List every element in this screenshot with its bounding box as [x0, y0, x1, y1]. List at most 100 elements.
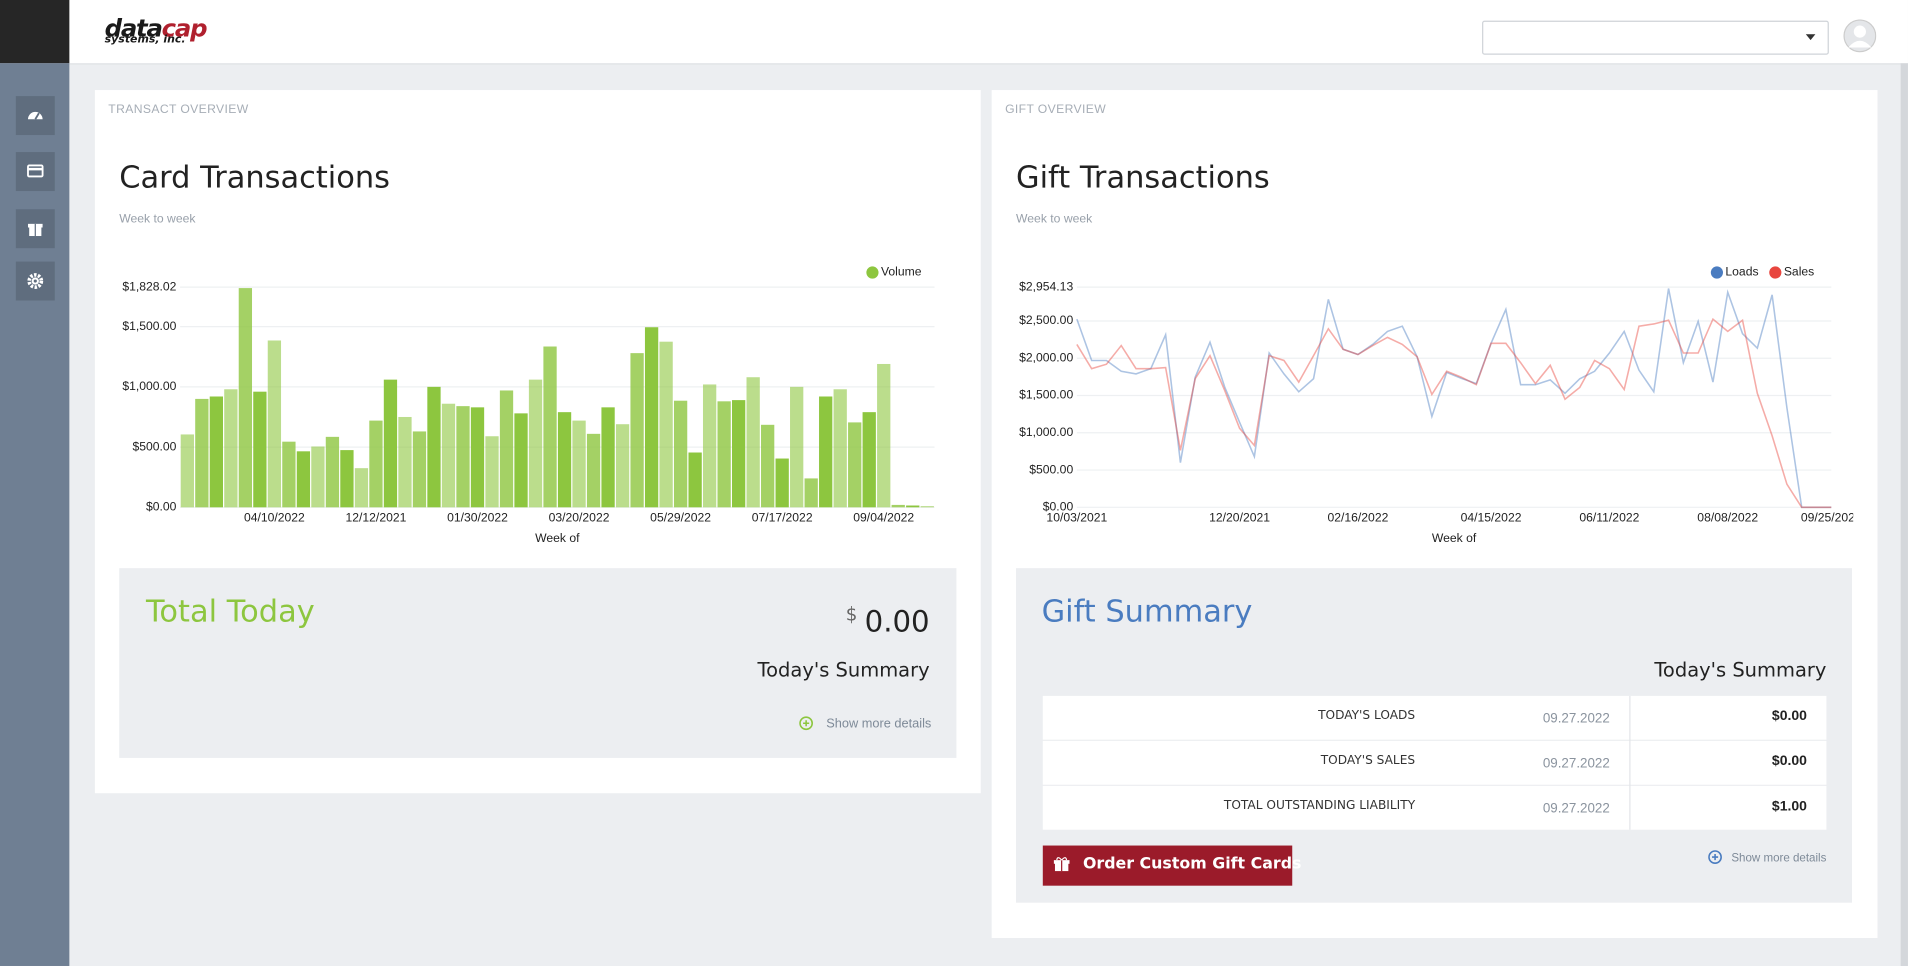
x-tick-label: 12/12/2021 — [346, 510, 407, 524]
bar — [572, 420, 586, 508]
bar — [412, 431, 427, 508]
summary-row: TODAY'S LOADS 09.27.2022 $0.00 — [1042, 695, 1827, 740]
show-more-link[interactable]: Show more details — [826, 716, 932, 732]
line — [1076, 317, 1832, 509]
summary-row: TODAY'S SALES 09.27.2022 $0.00 — [1042, 740, 1827, 785]
summary-row: TOTAL OUTSTANDING LIABILITY 09.27.2022 $1.… — [1042, 785, 1827, 830]
bar — [514, 413, 528, 508]
y-tick-label: $1,500.00 — [1019, 388, 1073, 402]
legend-dot — [1769, 266, 1782, 279]
summary-subtitle: Today's Summary — [757, 658, 930, 682]
bar — [586, 433, 601, 508]
bar — [238, 288, 253, 508]
bar — [441, 403, 456, 508]
x-axis-title: Week of — [535, 531, 580, 545]
row-value: $1.00 — [1771, 799, 1807, 814]
y-tick-label: $0.00 — [146, 500, 177, 514]
bar — [311, 446, 325, 508]
bar — [354, 468, 369, 508]
y-tick-label: $500.00 — [132, 439, 176, 453]
summary-subtitle: Today's Summary — [1654, 658, 1827, 682]
bar — [644, 327, 659, 508]
logo[interactable]: datacap — [105, 13, 208, 43]
summary-title: Gift Summary — [1041, 593, 1253, 629]
show-more-link[interactable]: Show more details — [1731, 851, 1827, 866]
bar — [775, 458, 789, 508]
x-tick-label: 04/10/2022 — [244, 510, 305, 524]
bar — [848, 422, 862, 508]
bar — [398, 416, 412, 508]
account-dropdown[interactable] — [1482, 20, 1829, 55]
bar — [790, 386, 804, 508]
x-tick-label: 06/11/2022 — [1579, 510, 1639, 524]
bar — [746, 377, 760, 508]
bar — [731, 400, 746, 508]
bar — [209, 396, 224, 508]
logo-accent: cap — [161, 13, 208, 43]
bar — [877, 363, 891, 508]
nav-dashboard[interactable] — [15, 96, 55, 136]
bar — [267, 340, 282, 508]
bar — [224, 389, 238, 508]
y-tick-label: $2,000.00 — [1019, 350, 1073, 364]
bar — [702, 384, 717, 508]
bar — [891, 504, 905, 508]
icon — [27, 223, 43, 237]
bar — [804, 478, 818, 508]
x-tick-label: 12/20/2021 — [1209, 510, 1270, 524]
bar — [819, 396, 833, 508]
chart: $0.00 $500.00 $1,000.00 $1,500.00 $1,828.02 0… — [122, 265, 935, 545]
nav-gift[interactable] — [15, 209, 55, 249]
scrollbar[interactable] — [1900, 63, 1908, 966]
bar — [630, 353, 644, 508]
x-tick-label: 09/04/2022 — [853, 510, 914, 524]
y-tick-label: $1,000.00 — [1019, 425, 1073, 439]
y-tick-label: $1,000.00 — [122, 379, 176, 393]
row-value: $0.00 — [1771, 709, 1807, 724]
bar — [761, 424, 775, 508]
summary-box — [119, 568, 957, 758]
bar — [659, 341, 673, 508]
bar — [282, 441, 296, 508]
icon — [27, 164, 44, 178]
dropdown-caret — [1805, 34, 1816, 41]
bar — [369, 420, 383, 508]
bar — [528, 379, 543, 508]
order-button[interactable]: Order Custom Gift Cards — [1042, 845, 1301, 886]
summary-amount: $0.00 — [846, 603, 930, 638]
row-label: TOTAL OUTSTANDING LIABILITY — [1223, 799, 1416, 813]
bar — [456, 406, 470, 508]
legend-label: Sales — [1784, 265, 1814, 279]
nav-transactions[interactable] — [15, 152, 55, 192]
x-tick-label: 05/29/2022 — [650, 510, 711, 524]
brand-corner — [0, 0, 70, 64]
icon — [27, 111, 43, 120]
section-label: TRANSACT OVERVIEW — [108, 103, 249, 117]
nav-settings[interactable] — [15, 261, 55, 301]
bar — [195, 398, 209, 508]
bar — [615, 424, 630, 508]
y-tick-label: $2,954.13 — [1019, 279, 1073, 293]
bar — [833, 389, 847, 508]
icon — [27, 273, 44, 289]
y-tick-label: $0.00 — [1043, 500, 1074, 514]
x-tick-label: 09/25/2022 — [1801, 510, 1862, 524]
bar — [253, 391, 267, 508]
gift-icon — [1053, 857, 1070, 872]
bar — [862, 412, 876, 508]
legend-dot — [1710, 266, 1723, 279]
bar — [543, 346, 557, 508]
chart-title: Card Transactions — [119, 159, 390, 195]
x-tick-label: 01/30/2022 — [447, 510, 508, 524]
logo-sub: systems, inc. — [104, 34, 186, 47]
bar — [325, 436, 340, 508]
row-label: TODAY'S LOADS — [1318, 709, 1416, 723]
y-tick-label: $2,500.00 — [1019, 313, 1073, 327]
bar — [499, 390, 514, 508]
legend-label: Loads — [1725, 265, 1758, 279]
y-tick-label: $1,828.02 — [122, 279, 176, 293]
avatar[interactable] — [1843, 19, 1877, 53]
legend-label: Volume — [881, 265, 922, 279]
